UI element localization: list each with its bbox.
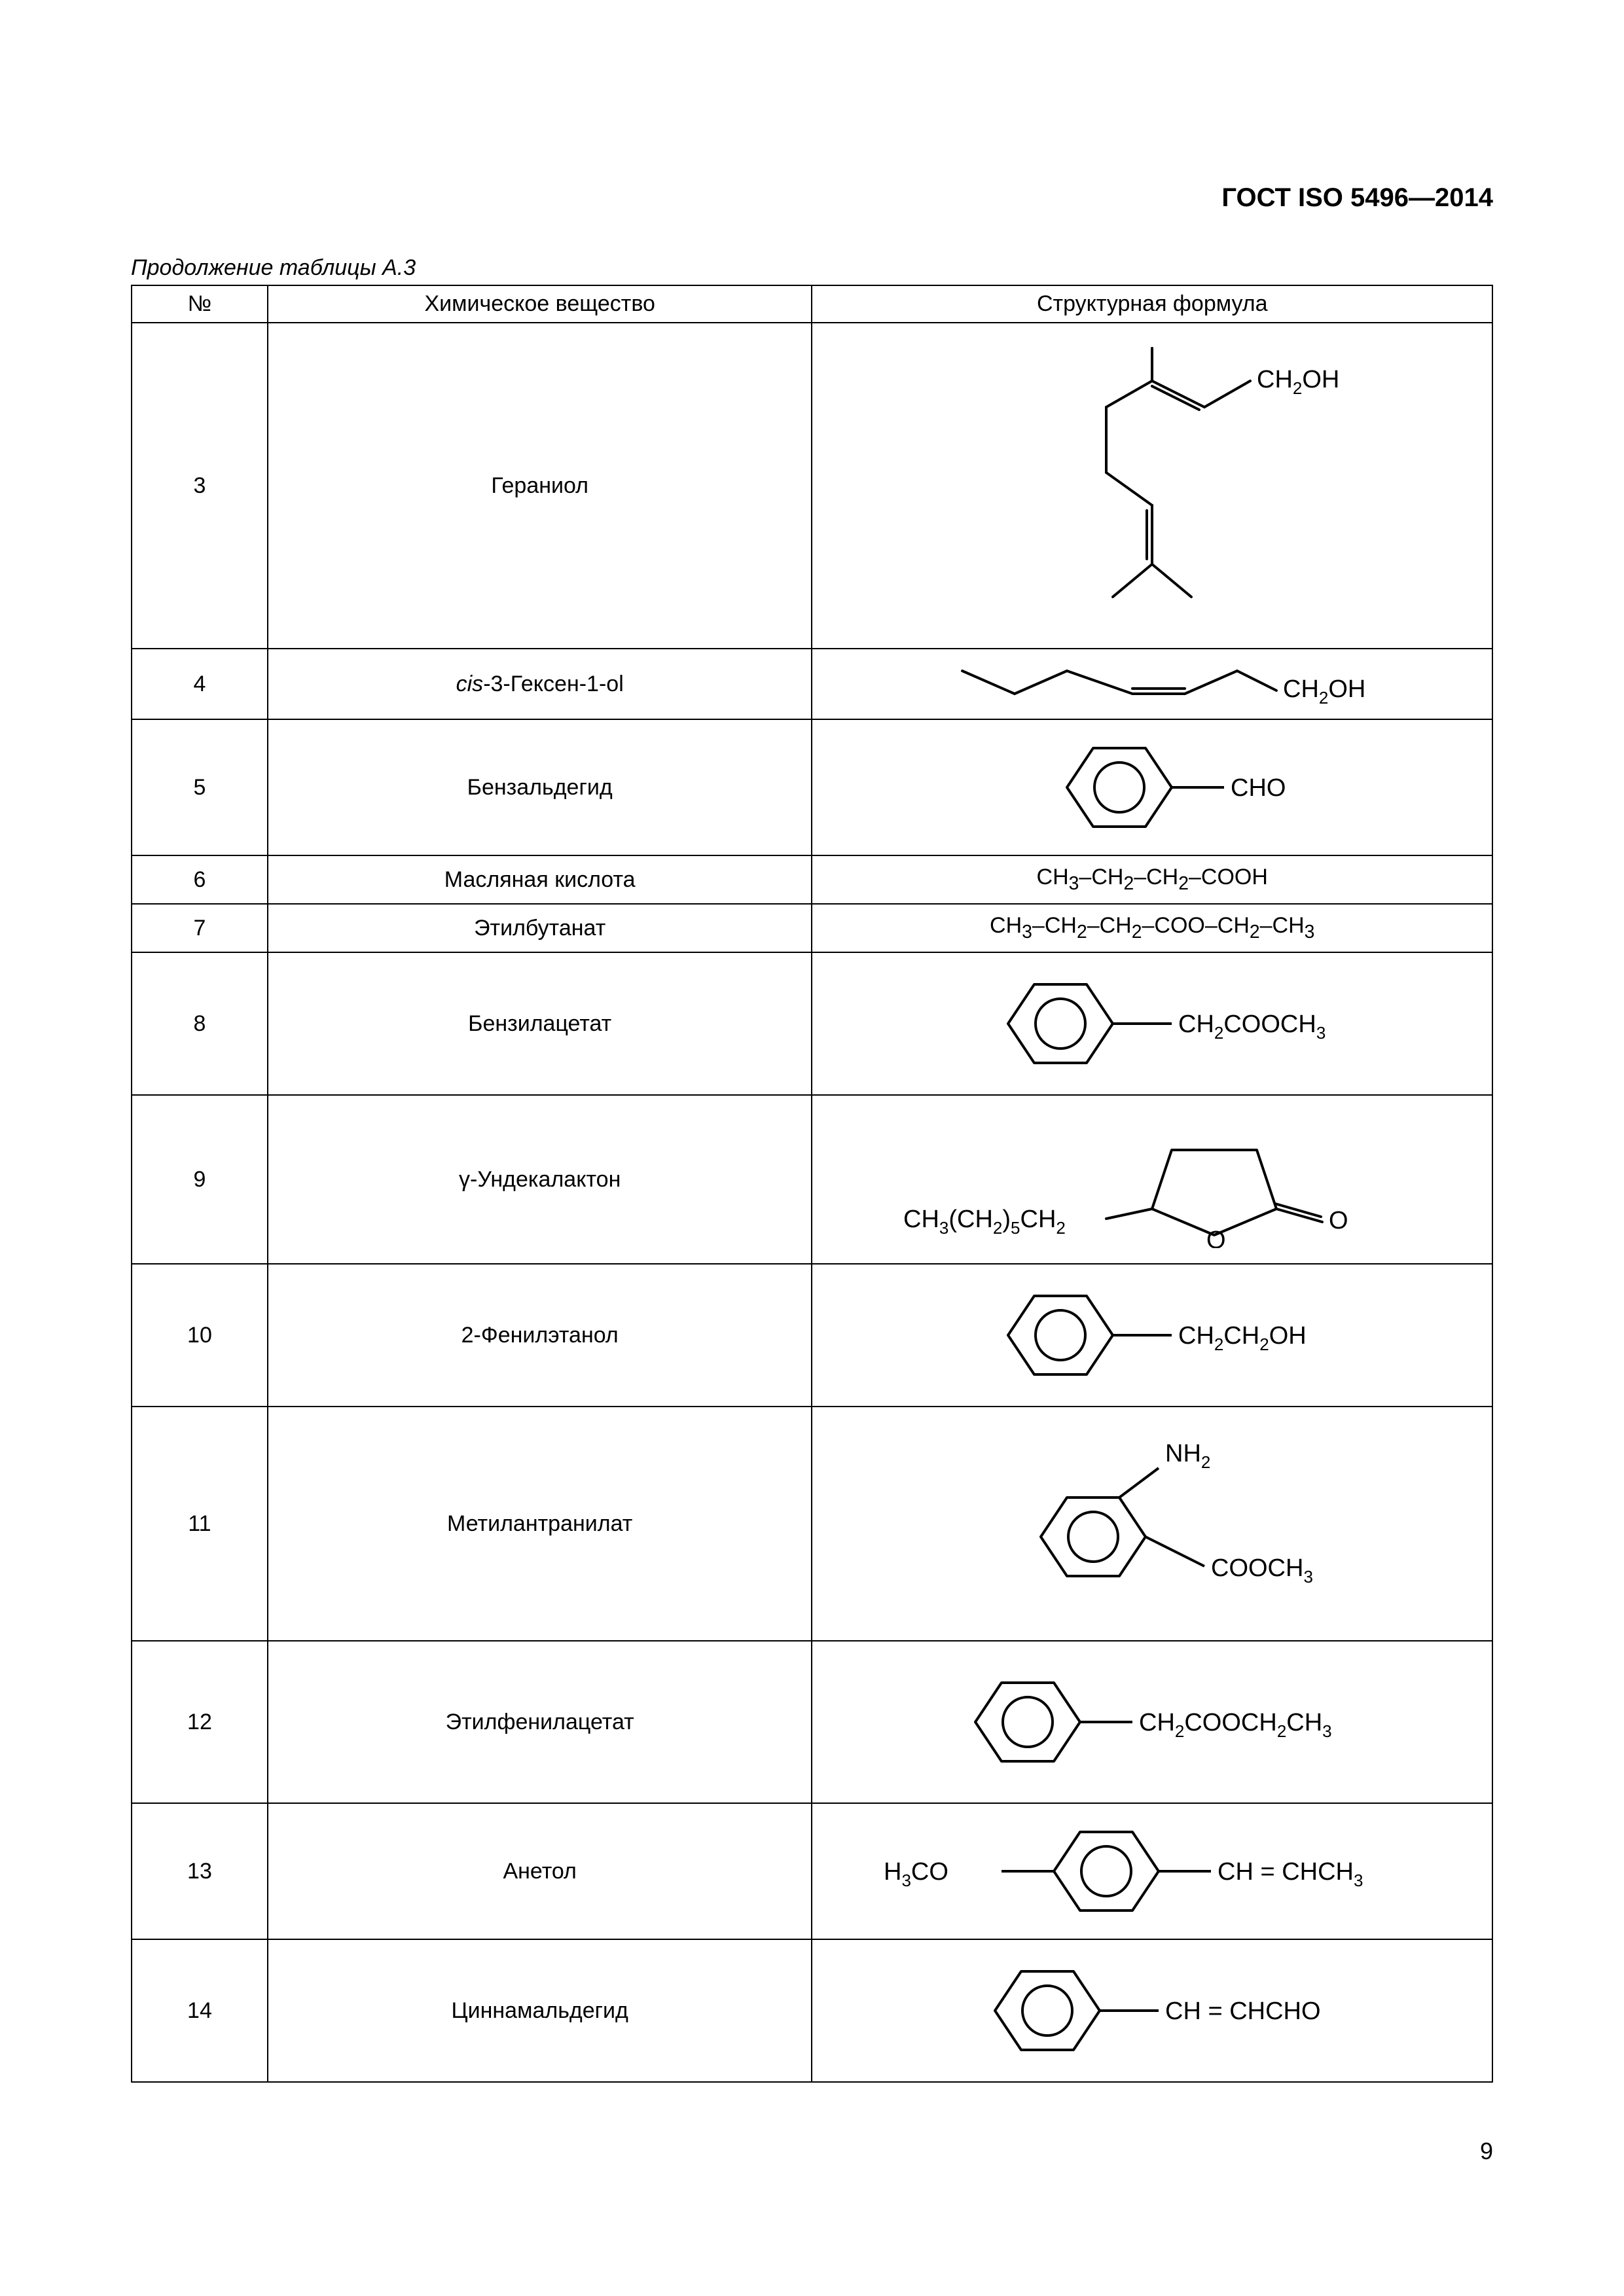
cell-name: Метилантранилат bbox=[268, 1407, 812, 1641]
cell-num: 13 bbox=[132, 1803, 268, 1939]
table-row: 7 Этилбутанат CH3–CH2–CH2–COO–CH2–CH3 bbox=[132, 904, 1492, 952]
structure-methylanthranilate: NH2 COOCH3 bbox=[923, 1422, 1381, 1625]
table-row: 12 Этилфенилацетат CH2COOCH2CH3 bbox=[132, 1641, 1492, 1803]
structure-cinnamaldehyde: CH = CHCHO bbox=[890, 1955, 1414, 2066]
label-cooch3: COOCH3 bbox=[1211, 1554, 1313, 1587]
table-row: 3 Гераниол bbox=[132, 323, 1492, 649]
label-cho: CHO bbox=[1231, 774, 1286, 802]
label-ch2cooch2ch3: CH2COOCH2CH3 bbox=[1139, 1709, 1332, 1741]
document-header: ГОСТ ISO 5496—2014 bbox=[1221, 183, 1493, 213]
cell-name: 2-Фенилэтанол bbox=[268, 1264, 812, 1407]
text-formula: CH3–CH2–CH2–COOH bbox=[1037, 865, 1268, 889]
table-row: 14 Циннамальдегид CH = CHCHO bbox=[132, 1939, 1492, 2082]
col-name-header: Химическое вещество bbox=[268, 285, 812, 323]
structure-ethylphenylacetate: CH2COOCH2CH3 bbox=[890, 1663, 1414, 1781]
table-header-row: № Химическое вещество Структурная формул… bbox=[132, 285, 1492, 323]
cell-name: Масляная кислота bbox=[268, 855, 812, 904]
label-ch2oh: CH2OH bbox=[1257, 366, 1339, 398]
cell-num: 12 bbox=[132, 1641, 268, 1803]
structure-undecalactone: CH3(CH2)5CH2 O O bbox=[890, 1111, 1414, 1248]
cell-num: 9 bbox=[132, 1095, 268, 1264]
cell-num: 3 bbox=[132, 323, 268, 649]
cell-formula: CH2CH2OH bbox=[812, 1264, 1492, 1407]
cell-formula: NH2 COOCH3 bbox=[812, 1407, 1492, 1641]
cell-formula: CH2COOCH2CH3 bbox=[812, 1641, 1492, 1803]
table-row: 6 Масляная кислота CH3–CH2–CH2–COOH bbox=[132, 855, 1492, 904]
label-nh2: NH2 bbox=[1165, 1440, 1210, 1472]
cell-num: 4 bbox=[132, 649, 268, 719]
cell-num: 5 bbox=[132, 719, 268, 855]
cell-formula: CH = CHCHO bbox=[812, 1939, 1492, 2082]
structure-phenylethanol: CH2CH2OH bbox=[923, 1280, 1381, 1391]
cell-num: 6 bbox=[132, 855, 268, 904]
table-row: 11 Метилантранилат NH2 bbox=[132, 1407, 1492, 1641]
label-ch2cooch3: CH2COOCH3 bbox=[1178, 1011, 1326, 1043]
cell-formula: CH3–CH2–CH2–COO–CH2–CH3 bbox=[812, 904, 1492, 952]
label-ring-o: O bbox=[1206, 1227, 1226, 1248]
cell-name: cis-3-Гексен-1-ol bbox=[268, 649, 812, 719]
structure-benzylacetate: CH2COOCH3 bbox=[923, 968, 1381, 1079]
cell-formula: CH2COOCH3 bbox=[812, 952, 1492, 1095]
cell-num: 11 bbox=[132, 1407, 268, 1641]
structure-cis-hexenol: CH2OH bbox=[923, 658, 1381, 710]
cell-name: Бензальдегид bbox=[268, 719, 812, 855]
label-chchcho: CH = CHCHO bbox=[1165, 1998, 1321, 2025]
structure-anethole: H3CO CH = CHCH3 bbox=[857, 1816, 1447, 1927]
label-carbonyl-o: O bbox=[1329, 1207, 1348, 1234]
label-h3co: H3CO bbox=[884, 1858, 948, 1890]
cell-formula: CH3–CH2–CH2–COOH bbox=[812, 855, 1492, 904]
structure-benzaldehyde: CHO bbox=[982, 732, 1322, 843]
cell-name: Гераниол bbox=[268, 323, 812, 649]
table-row: 9 γ-Ундекалактон bbox=[132, 1095, 1492, 1264]
label-ch2ch2oh: CH2CH2OH bbox=[1178, 1322, 1307, 1354]
cell-name: Этилфенилацетат bbox=[268, 1641, 812, 1803]
cell-name: Бензилацетат bbox=[268, 952, 812, 1095]
page: ГОСТ ISO 5496—2014 Продолжение таблицы А… bbox=[0, 0, 1624, 2296]
table-row: 5 Бензальдегид CHO bbox=[132, 719, 1492, 855]
col-formula-header: Структурная формула bbox=[812, 285, 1492, 323]
col-number-header: № bbox=[132, 285, 268, 323]
cell-name: Анетол bbox=[268, 1803, 812, 1939]
cell-num: 8 bbox=[132, 952, 268, 1095]
label-ch2oh: CH2OH bbox=[1283, 675, 1365, 708]
table-caption: Продолжение таблицы А.3 bbox=[131, 255, 1493, 281]
cell-formula: CHO bbox=[812, 719, 1492, 855]
structure-geraniol: CH2OH bbox=[956, 335, 1348, 636]
cell-formula: CH2OH bbox=[812, 323, 1492, 649]
label-chchch3: CH = CHCH3 bbox=[1218, 1858, 1363, 1890]
table-row: 10 2-Фенилэтанол CH2CH2OH bbox=[132, 1264, 1492, 1407]
cell-num: 7 bbox=[132, 904, 268, 952]
page-number: 9 bbox=[1480, 2138, 1493, 2165]
cell-name: Циннамальдегид bbox=[268, 1939, 812, 2082]
cell-name: Этилбутанат bbox=[268, 904, 812, 952]
table-row: 8 Бензилацетат CH2COOCH3 bbox=[132, 952, 1492, 1095]
text-formula: CH3–CH2–CH2–COO–CH2–CH3 bbox=[990, 913, 1314, 938]
cell-formula: CH3(CH2)5CH2 O O bbox=[812, 1095, 1492, 1264]
name-cis-hexenol: cis-3-Гексен-1-ol bbox=[456, 672, 624, 696]
cell-formula: H3CO CH = CHCH3 bbox=[812, 1803, 1492, 1939]
cell-num: 10 bbox=[132, 1264, 268, 1407]
cell-num: 14 bbox=[132, 1939, 268, 2082]
chemical-table: № Химическое вещество Структурная формул… bbox=[131, 285, 1493, 2083]
cell-name: γ-Ундекалактон bbox=[268, 1095, 812, 1264]
cell-formula: CH2OH bbox=[812, 649, 1492, 719]
table-row: 13 Анетол H3CO CH = CHCH3 bbox=[132, 1803, 1492, 1939]
label-ch3ch25ch2: CH3(CH2)5CH2 bbox=[903, 1206, 1066, 1238]
table-row: 4 cis-3-Гексен-1-ol bbox=[132, 649, 1492, 719]
